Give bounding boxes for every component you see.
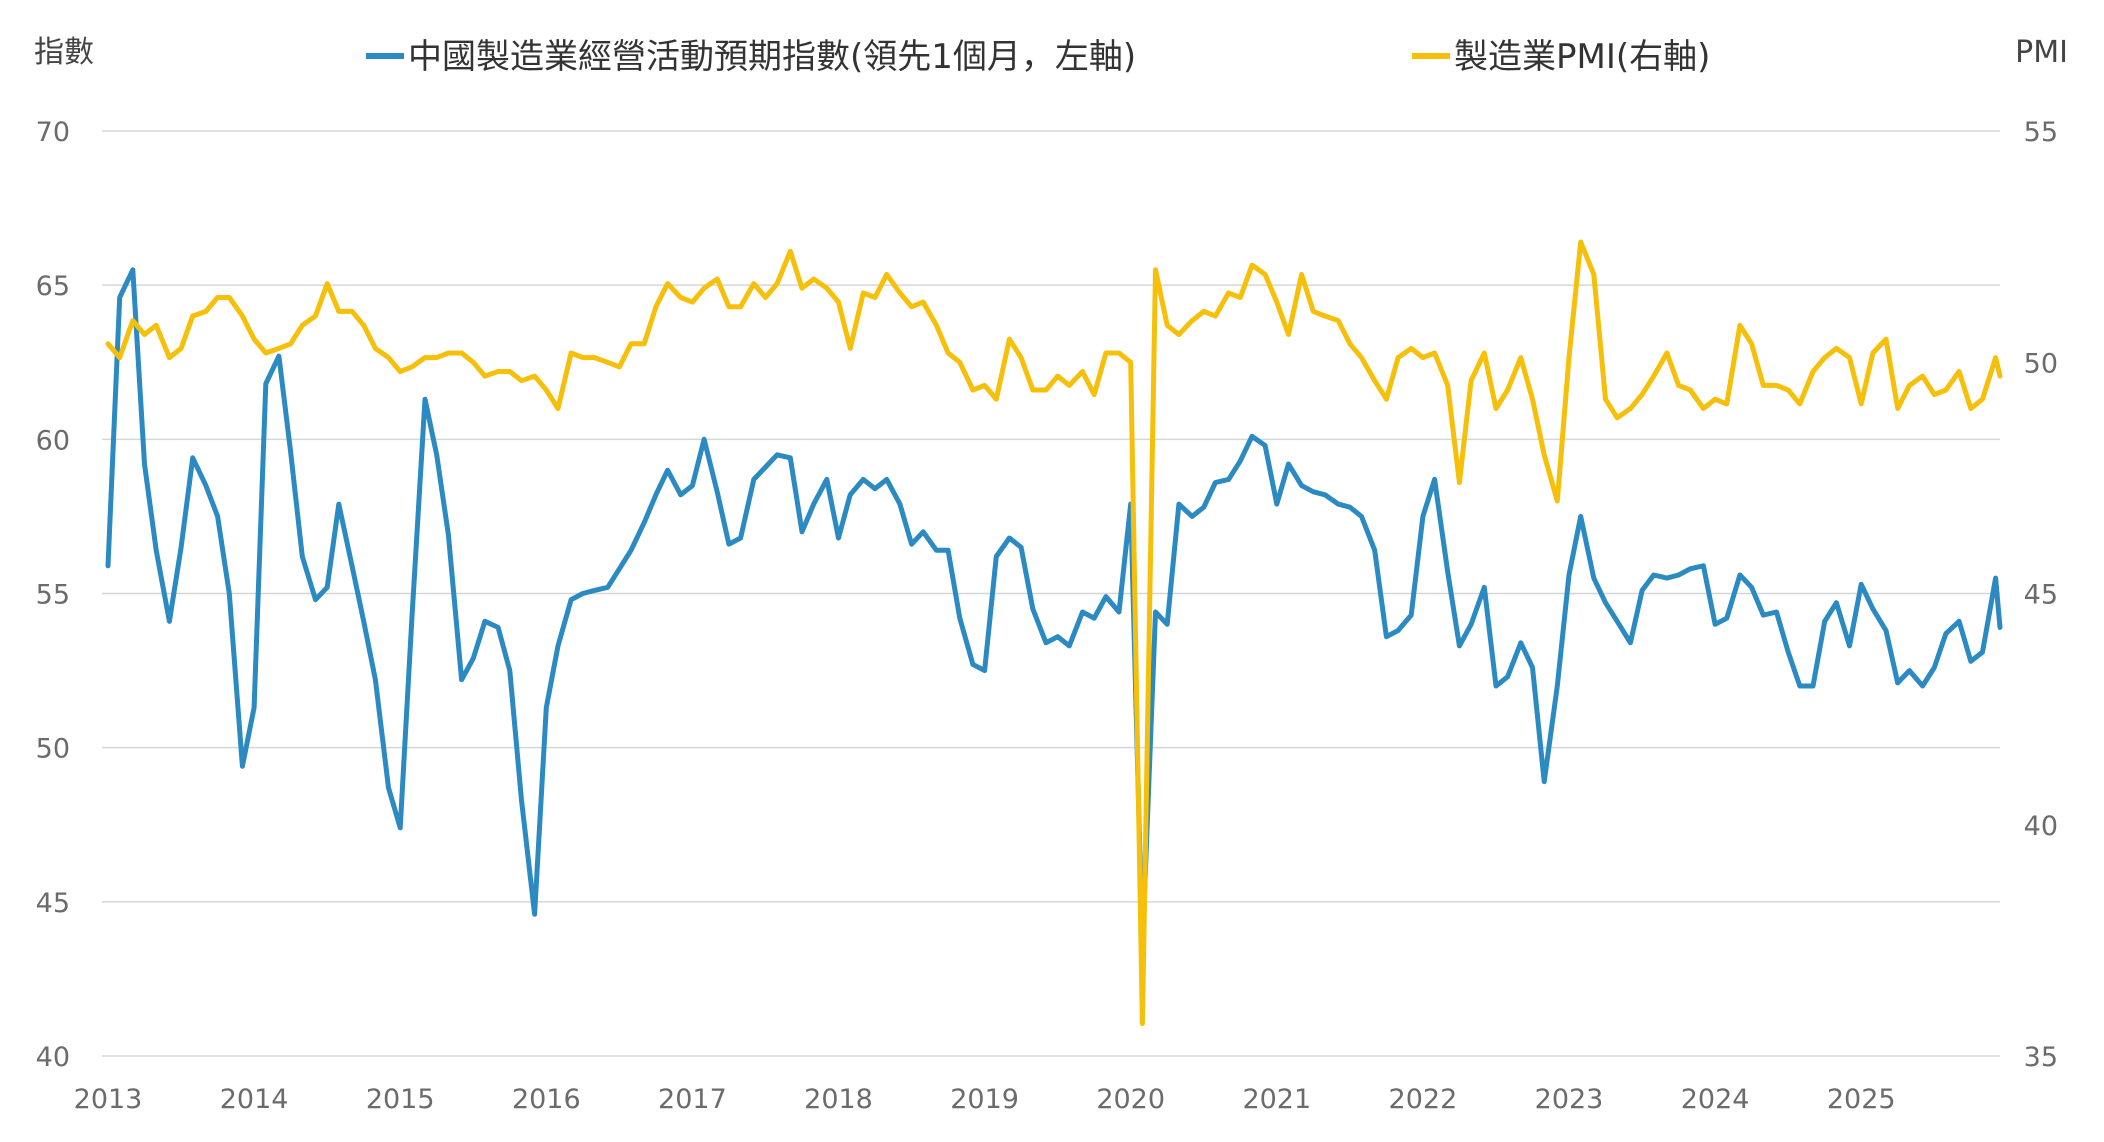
legend-label-series1: 中國製造業經營活動預期指數(領先1個月，左軸) (408, 37, 1136, 77)
right-axis-ticks: 55 50 45 40 35 (2024, 117, 2058, 1073)
x-tick-label: 2015 (366, 1084, 435, 1115)
series-line-expectations-index (105, 267, 2003, 951)
x-tick-label: 2021 (1242, 1084, 1311, 1115)
x-axis-ticks: 2013 2014 2015 2016 2017 2018 2019 2020 2021 2022… (74, 1084, 1896, 1115)
x-tick-label: 2019 (950, 1084, 1019, 1115)
legend: 中國製造業經營活動預期指數(領先1個月，左軸) 製造業PMI(右軸) (366, 37, 1710, 77)
right-axis-title: PMI (2015, 35, 2068, 70)
y-right-tick-label: 55 (2024, 117, 2058, 148)
y-right-tick-label: 35 (2024, 1042, 2058, 1073)
x-tick-label: 2024 (1681, 1084, 1750, 1115)
x-tick-label: 2018 (804, 1084, 873, 1115)
x-tick-label: 2014 (220, 1084, 289, 1115)
left-axis-title: 指數 (34, 35, 94, 70)
y-right-tick-label: 40 (2024, 811, 2058, 842)
y-left-tick-label: 45 (36, 888, 70, 919)
y-right-tick-label: 50 (2024, 348, 2058, 379)
y-left-tick-label: 55 (36, 580, 70, 611)
x-tick-label: 2017 (658, 1084, 727, 1115)
y-left-tick-label: 60 (36, 425, 70, 456)
y-left-tick-label: 50 (36, 734, 70, 765)
x-tick-label: 2020 (1096, 1084, 1165, 1115)
y-left-tick-label: 65 (36, 271, 70, 302)
series-lines (105, 239, 2003, 1027)
x-tick-label: 2023 (1535, 1084, 1604, 1115)
x-tick-label: 2022 (1389, 1084, 1458, 1115)
x-tick-label: 2013 (74, 1084, 143, 1115)
x-tick-label: 2016 (512, 1084, 581, 1115)
y-left-tick-label: 40 (36, 1042, 70, 1073)
series-line-manufacturing-pmi (105, 239, 2003, 1027)
x-tick-label: 2025 (1827, 1084, 1896, 1115)
left-axis-ticks: 70 65 60 55 50 45 40 (36, 117, 70, 1073)
gridlines (102, 130, 2000, 1057)
y-right-tick-label: 45 (2024, 580, 2058, 611)
y-left-tick-label: 70 (36, 117, 70, 148)
legend-label-series2: 製造業PMI(右軸) (1454, 37, 1710, 77)
